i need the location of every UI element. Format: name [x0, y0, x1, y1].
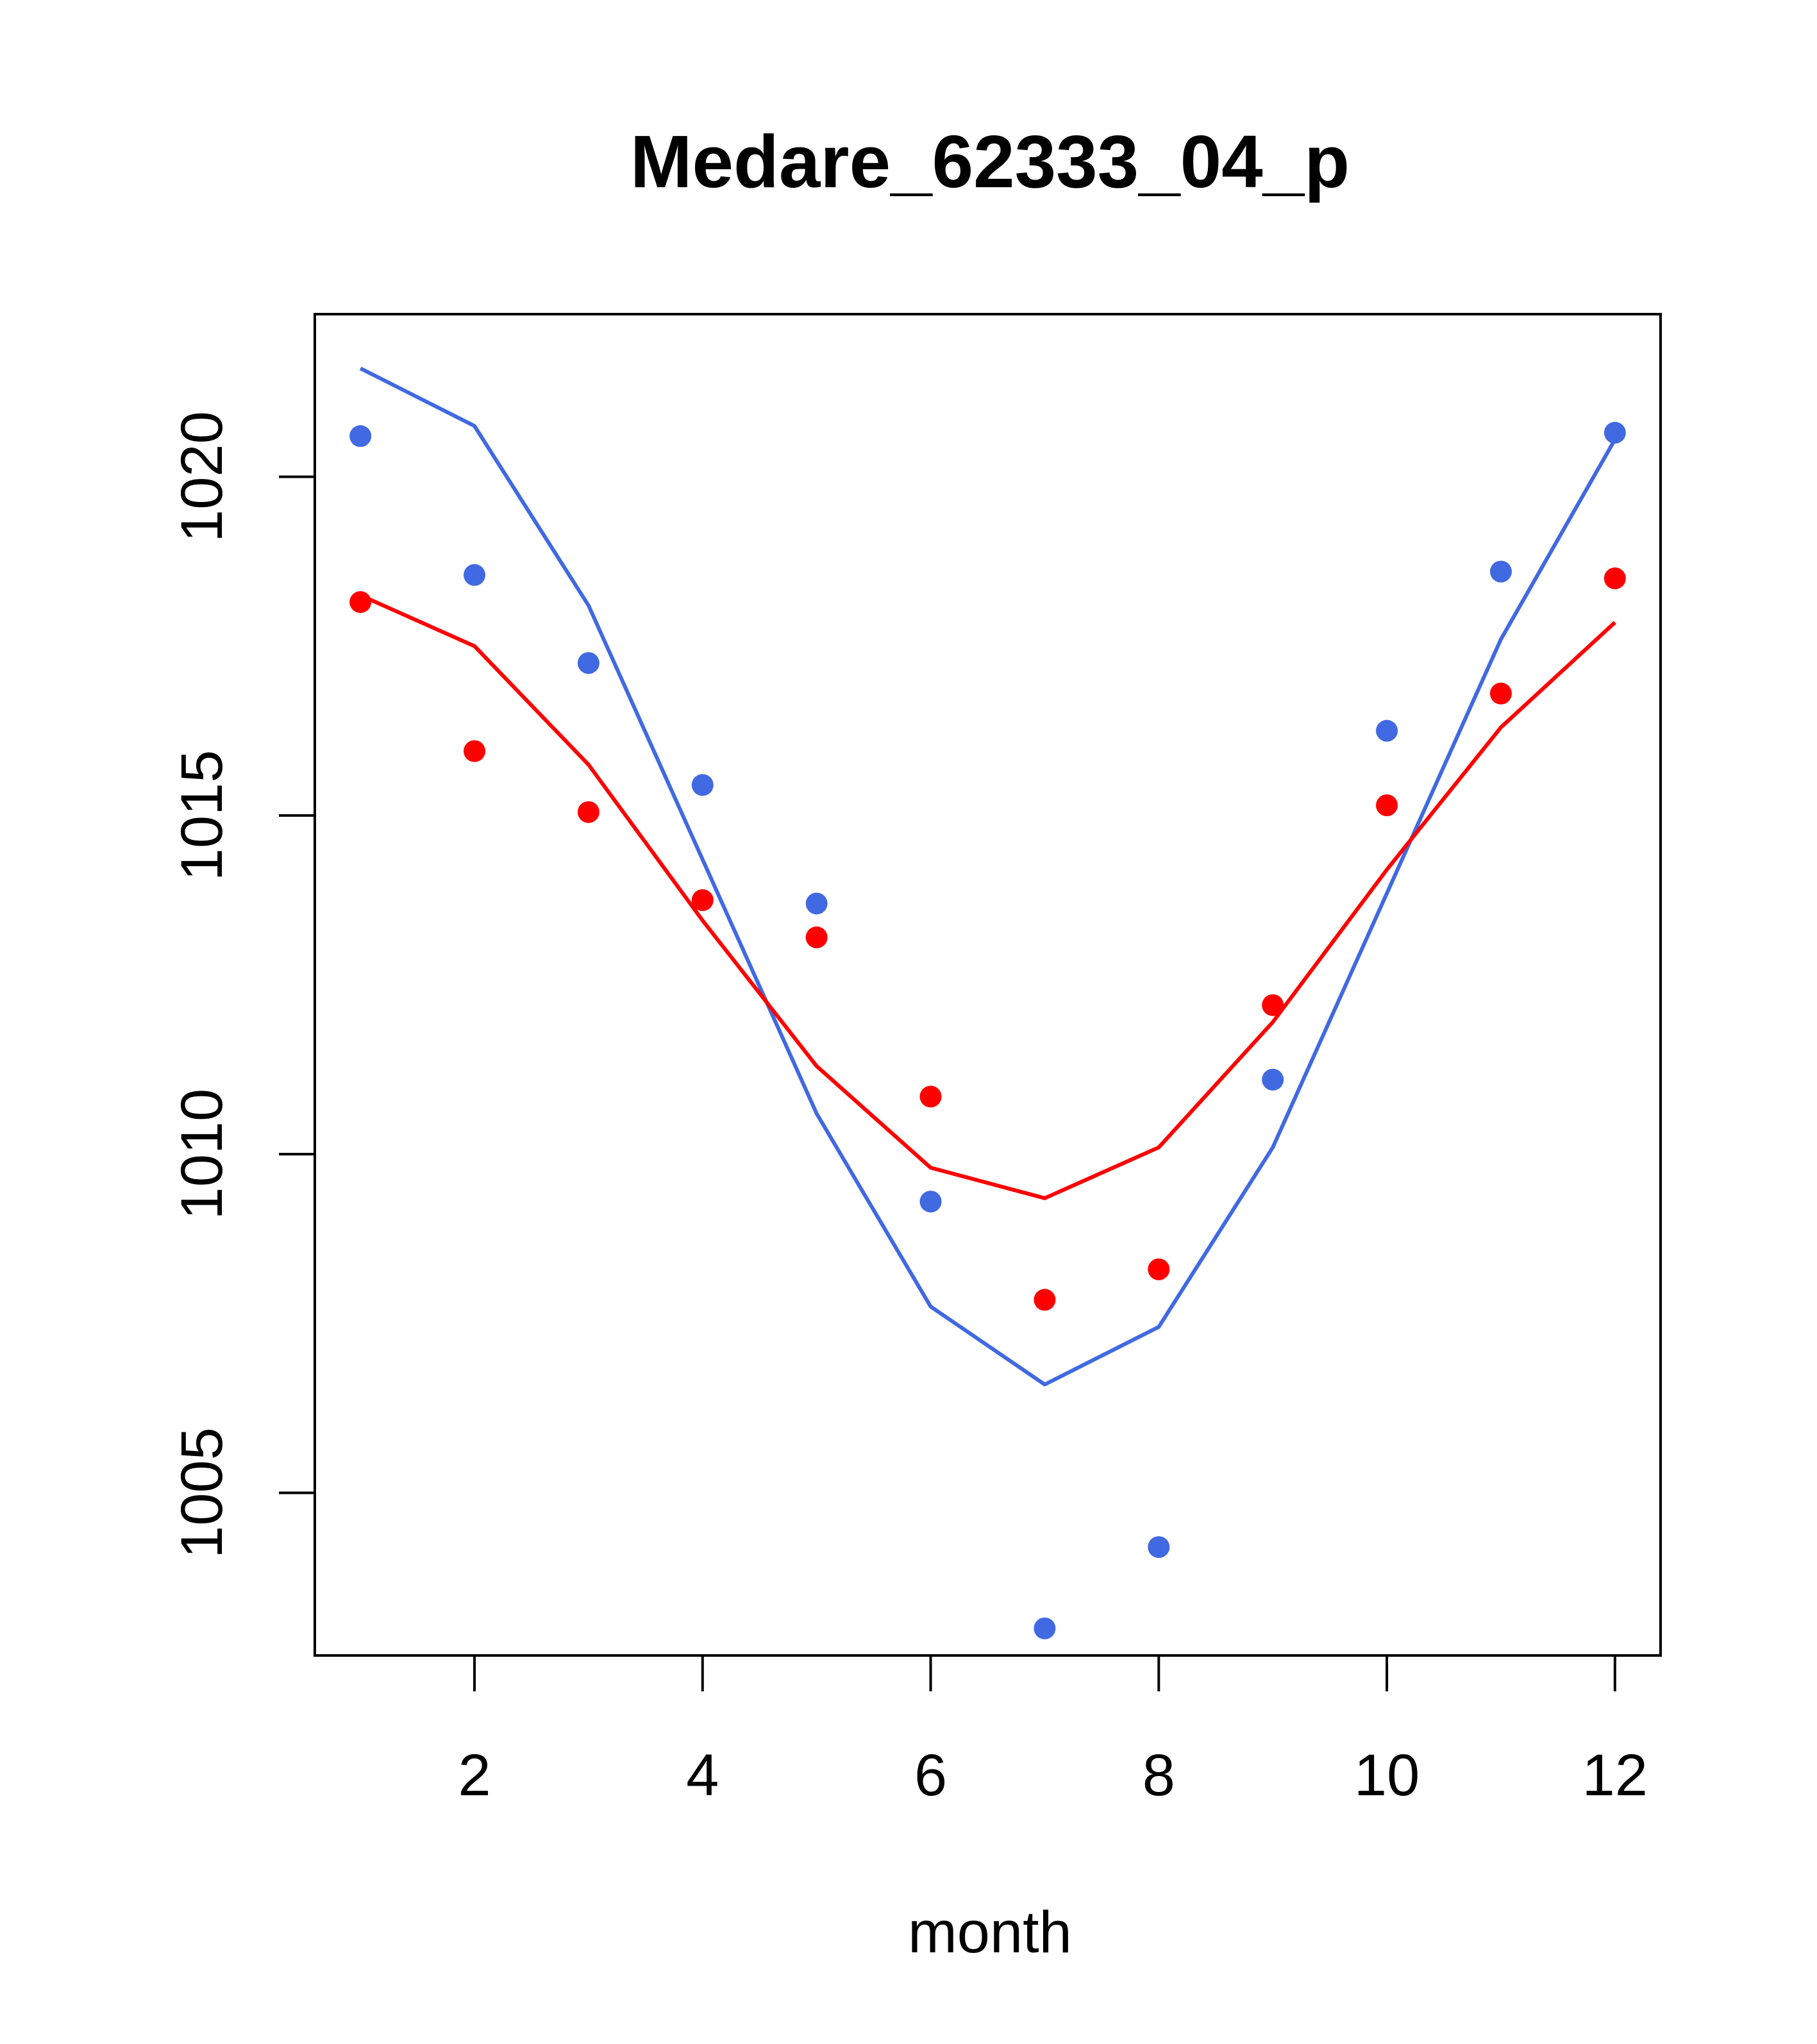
x-tick-label: 6: [914, 1743, 947, 1808]
chart-title: Medare_62333_04_p: [630, 120, 1350, 203]
data-point: [349, 591, 372, 614]
data-point: [1376, 794, 1398, 817]
data-point: [1262, 1068, 1284, 1091]
x-tick-label: 12: [1582, 1743, 1648, 1808]
data-point: [1148, 1536, 1170, 1558]
series-2: [349, 567, 1626, 1311]
data-point: [1034, 1617, 1056, 1639]
x-tick-label: 10: [1354, 1743, 1419, 1808]
data-point: [1262, 994, 1284, 1016]
x-tick-label: 8: [1143, 1743, 1175, 1808]
data-point: [1603, 567, 1626, 590]
x-tick-label: 2: [458, 1743, 490, 1808]
data-point: [691, 889, 714, 911]
series-layer: [349, 366, 1626, 1639]
data-point: [577, 801, 599, 823]
data-point: [1603, 421, 1626, 444]
series-line: [359, 366, 1617, 1387]
data-point: [919, 1191, 942, 1213]
data-point: [464, 740, 486, 762]
data-point: [805, 892, 828, 915]
series-0: [349, 421, 1626, 1639]
data-point: [1489, 682, 1512, 705]
data-point: [1034, 1289, 1056, 1311]
y-axis: 1005 1010 1015 1020: [169, 411, 316, 1559]
x-axis: 2 4 6 8 10 12: [458, 1654, 1648, 1808]
y-tick-label: 1010: [169, 1089, 235, 1220]
plot-frame: [314, 313, 1662, 1657]
series-line: [359, 593, 1616, 1200]
data-point: [919, 1085, 942, 1108]
data-point: [805, 926, 828, 949]
x-tick-label: 4: [686, 1743, 719, 1808]
data-point: [464, 564, 486, 586]
data-point: [1489, 560, 1512, 583]
y-tick-label: 1020: [169, 411, 235, 542]
data-point: [577, 652, 599, 674]
data-point: [349, 425, 372, 448]
series-3: [359, 593, 1616, 1200]
data-point: [1148, 1258, 1170, 1280]
y-tick-label: 1015: [169, 750, 235, 882]
y-tick-label: 1005: [169, 1427, 235, 1559]
x-axis-title: month: [908, 1900, 1072, 1965]
series-1: [359, 366, 1617, 1387]
data-point: [1376, 719, 1398, 742]
data-point: [691, 774, 714, 796]
